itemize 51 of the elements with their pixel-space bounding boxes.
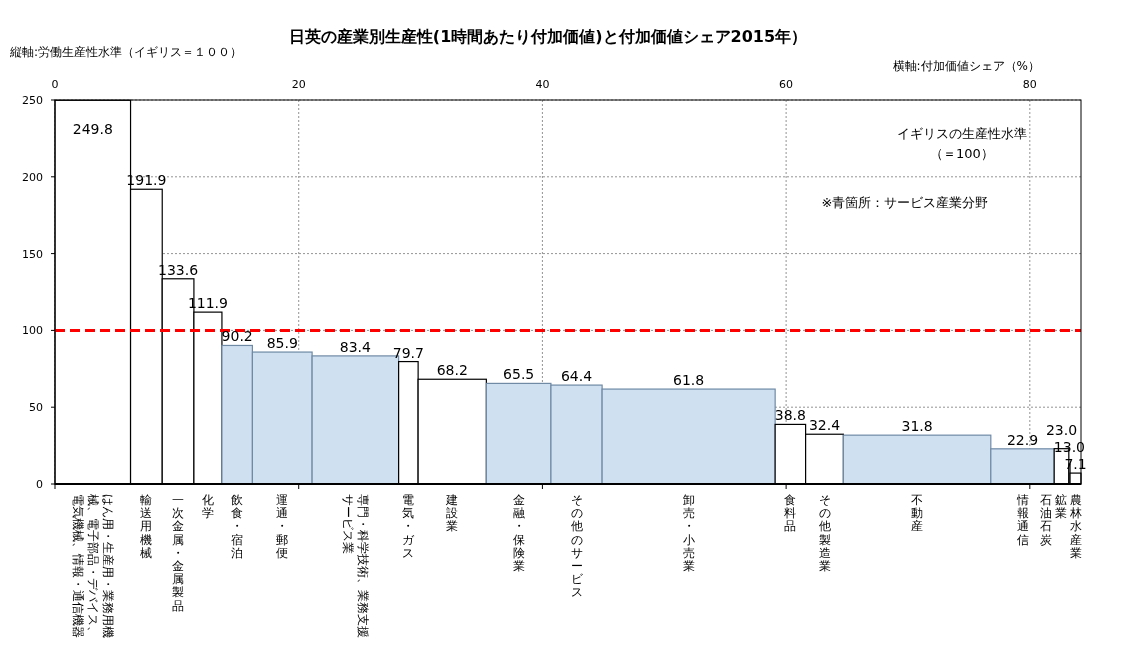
y-tick-label: 0 bbox=[36, 478, 43, 491]
x-tick-label: 60 bbox=[779, 78, 794, 91]
data-label: 249.8 bbox=[72, 121, 113, 138]
category-label: 卸売・小売業 bbox=[682, 493, 695, 573]
category-label: 不動産 bbox=[911, 493, 924, 534]
category-label: その他のサービス bbox=[570, 493, 583, 600]
annotation: ※青箇所：サービス産業分野 bbox=[821, 195, 989, 210]
y-axis-title: 縦軸:労働生産性水準（イギリス＝１００） bbox=[9, 45, 243, 59]
category-label: 化学 bbox=[201, 493, 214, 521]
data-label: 31.8 bbox=[901, 418, 933, 435]
x-tick-label: 40 bbox=[535, 78, 550, 91]
data-label: 22.9 bbox=[1006, 431, 1039, 448]
annotation: イギリスの生産性水準 bbox=[897, 126, 1027, 141]
y-tick-label: 200 bbox=[22, 170, 43, 184]
category-label: 石油石炭 bbox=[1039, 493, 1052, 547]
data-label: 32.4 bbox=[808, 417, 841, 434]
chart-title: 日英の産業別生産性(1時間あたり付加価値)と付加価値シェア2015年） bbox=[288, 27, 808, 46]
data-label: 13.0 bbox=[1053, 439, 1086, 456]
data-label: 85.9 bbox=[266, 335, 298, 352]
category-label: 電気・ガス bbox=[402, 493, 415, 560]
category-label: 運通・郵便 bbox=[276, 493, 289, 560]
annotation: （＝100） bbox=[930, 146, 994, 161]
category-label: はん用・生産用・業務用機械、電子部品・デバイス、電気機械、情報・通信機器 bbox=[70, 494, 115, 638]
category-label: 専門・科学技術、業務支援サービス業 bbox=[340, 494, 370, 638]
category-label: 鉱業 bbox=[1054, 493, 1067, 521]
category-label: 食料品 bbox=[784, 493, 797, 534]
y-tick-label: 250 bbox=[22, 94, 43, 107]
category-label: 金融・保険業 bbox=[512, 493, 525, 573]
data-label: 83.4 bbox=[339, 338, 372, 355]
y-tick-label: 50 bbox=[29, 401, 43, 415]
category-label: 輸送用機械 bbox=[140, 493, 153, 560]
data-label: 23.0 bbox=[1045, 422, 1078, 439]
data-label: 90.2 bbox=[221, 328, 253, 345]
y-tick-label: 100 bbox=[22, 324, 43, 338]
data-label: 68.2 bbox=[436, 362, 468, 379]
category-label: 情報通信 bbox=[1016, 493, 1029, 547]
data-label: 64.4 bbox=[560, 368, 593, 385]
data-label: 65.5 bbox=[503, 366, 535, 383]
y-tick-label: 150 bbox=[22, 247, 43, 261]
x-axis-title: 横軸:付加価値シェア（%） bbox=[892, 59, 1040, 73]
data-label: 79.7 bbox=[392, 344, 424, 361]
category-label: 一次金属・金属製品 bbox=[172, 493, 185, 613]
category-label: その他製造業 bbox=[818, 493, 831, 573]
category-label: 農林水産業 bbox=[1069, 493, 1082, 560]
data-label: 61.8 bbox=[673, 372, 705, 389]
x-tick-label: 0 bbox=[51, 78, 59, 91]
category-label: 建設業 bbox=[446, 493, 459, 534]
data-label: 38.8 bbox=[774, 407, 806, 424]
x-tick-label: 20 bbox=[291, 78, 306, 91]
category-label: 飲食・宿泊 bbox=[231, 493, 244, 560]
x-tick-label: 80 bbox=[1022, 78, 1037, 91]
